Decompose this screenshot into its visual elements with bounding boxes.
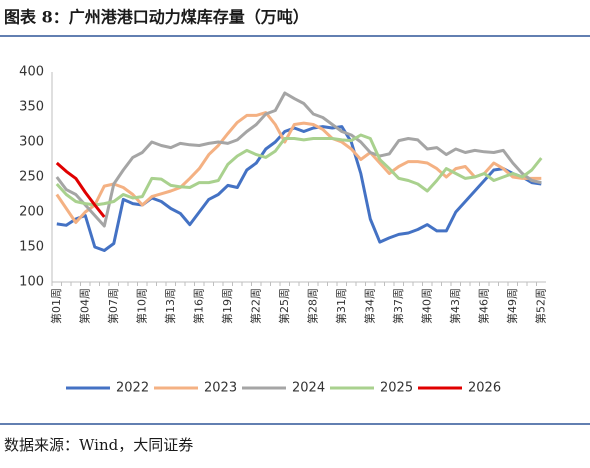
x-tick-label: 第07周 bbox=[106, 288, 120, 324]
series-line bbox=[56, 125, 542, 252]
y-tick-label: 150 bbox=[19, 240, 44, 255]
x-tick-label: 第46周 bbox=[476, 288, 490, 324]
x-tick-label: 第52周 bbox=[533, 288, 547, 324]
x-tick-label: 第34周 bbox=[362, 288, 376, 324]
series-line bbox=[55, 91, 542, 228]
x-tick-label: 第40周 bbox=[419, 288, 433, 324]
x-tick-label: 第19周 bbox=[220, 288, 234, 324]
x-tick-label: 第22周 bbox=[248, 288, 262, 324]
series-line bbox=[55, 111, 542, 224]
y-tick-label: 250 bbox=[19, 170, 44, 185]
y-tick-label: 200 bbox=[19, 205, 44, 220]
x-tick-label: 第31周 bbox=[334, 288, 348, 324]
y-tick-label: 300 bbox=[19, 135, 44, 150]
y-tick-label: 400 bbox=[19, 65, 44, 80]
x-tick-label: 第16周 bbox=[191, 288, 205, 324]
y-tick-label: 350 bbox=[19, 100, 44, 115]
legend-label: 2023 bbox=[204, 381, 237, 396]
x-tick-label: 第25周 bbox=[277, 288, 291, 324]
x-tick-label: 第13周 bbox=[163, 288, 177, 324]
legend-label: 2024 bbox=[292, 381, 325, 396]
source: 数据来源：Wind，大同证券 bbox=[4, 436, 193, 454]
legend-label: 2025 bbox=[380, 381, 413, 396]
chart-title: 图表 8：广州港港口动力煤库存量（万吨） bbox=[4, 8, 309, 27]
x-tick-label: 第43周 bbox=[448, 288, 462, 324]
x-tick-label: 第01周 bbox=[49, 288, 63, 324]
x-tick-label: 第37周 bbox=[391, 288, 405, 324]
x-tick-label: 第28周 bbox=[305, 288, 319, 324]
x-tick-label: 第04周 bbox=[77, 288, 91, 324]
series-line bbox=[55, 161, 106, 218]
y-tick-label: 100 bbox=[19, 275, 44, 290]
legend-label: 2022 bbox=[116, 381, 149, 396]
legend-label: 2026 bbox=[468, 381, 501, 396]
x-tick-label: 第49周 bbox=[505, 288, 519, 324]
x-tick-label: 第10周 bbox=[134, 288, 148, 324]
series-line bbox=[55, 133, 543, 207]
